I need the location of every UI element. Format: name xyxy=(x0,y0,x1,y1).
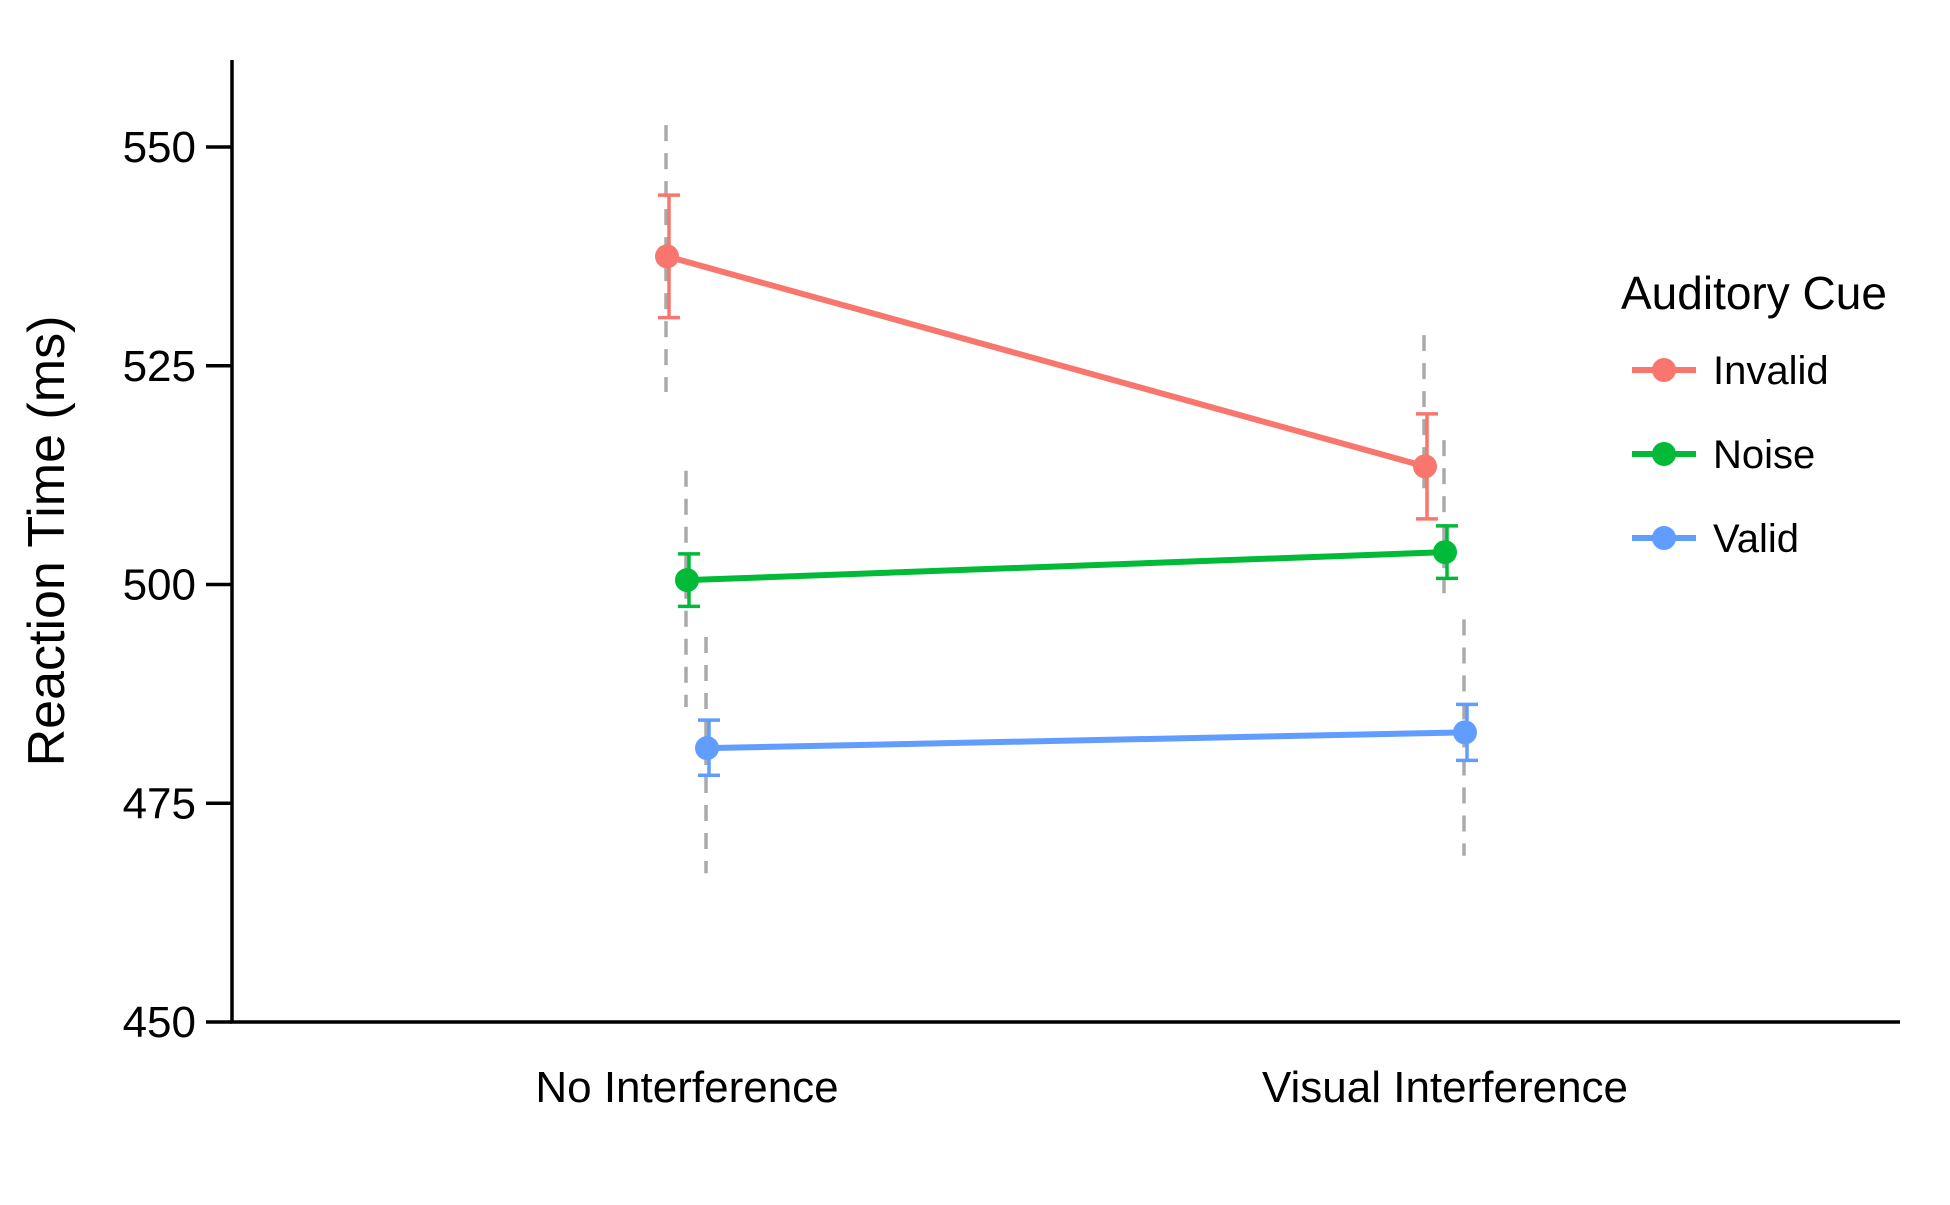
legend-key-point-noise xyxy=(1652,442,1676,466)
point-valid xyxy=(1453,720,1477,745)
y-tick-label: 500 xyxy=(123,561,196,610)
legend-label-invalid: Invalid xyxy=(1713,349,1829,393)
point-invalid xyxy=(1413,454,1437,479)
dashed-ranges xyxy=(664,125,1466,874)
legend-key-point-invalid xyxy=(1652,358,1676,382)
legend-label-valid: Valid xyxy=(1713,517,1799,561)
point-valid xyxy=(695,736,719,761)
y-axis-title: Reaction Time (ms) xyxy=(18,316,76,767)
y-tick-label: 475 xyxy=(123,779,196,828)
x-tick-label: Visual Interference xyxy=(1262,1063,1628,1112)
axes: 450 475 500 525 550 No Interference Visual Int… xyxy=(18,60,1900,1112)
y-tick-label: 450 xyxy=(123,998,196,1047)
series-lines xyxy=(666,253,1466,752)
legend-title: Auditory Cue xyxy=(1621,267,1887,319)
series-line-noise xyxy=(686,549,1446,584)
series-line-invalid xyxy=(666,253,1426,470)
data-points xyxy=(655,244,1477,761)
point-invalid xyxy=(655,244,679,269)
legend: Invalid Noise Valid Auditory Cue xyxy=(1621,267,1887,561)
point-noise xyxy=(675,568,699,593)
point-noise xyxy=(1433,540,1457,565)
x-tick-label: No Interference xyxy=(535,1063,838,1112)
series-line-valid xyxy=(706,729,1466,752)
legend-label-noise: Noise xyxy=(1713,433,1815,477)
y-tick-label: 550 xyxy=(123,123,196,172)
legend-key-point-valid xyxy=(1652,526,1676,550)
y-tick-label: 525 xyxy=(123,342,196,391)
error-bars xyxy=(658,193,1478,777)
